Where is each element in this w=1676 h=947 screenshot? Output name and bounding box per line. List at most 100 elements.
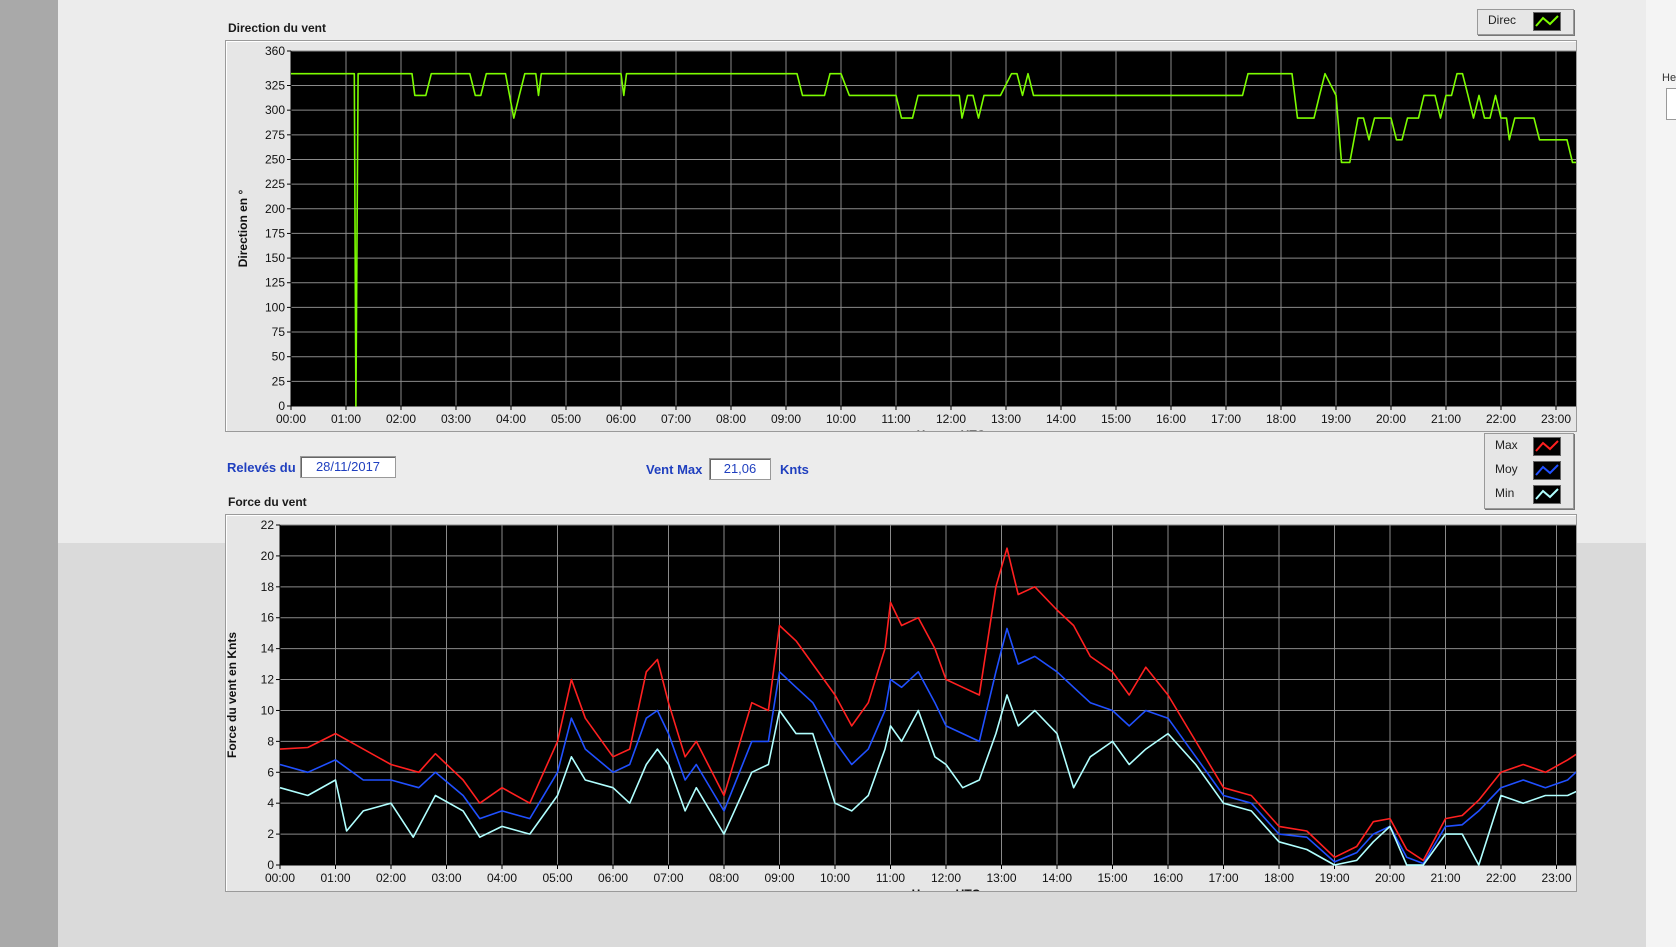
right-edge-panel (1646, 0, 1676, 947)
right-fragment-box (1666, 88, 1676, 120)
force-legend: Max Moy Min (1484, 433, 1574, 509)
legend-label-max: Max (1495, 438, 1518, 452)
legend-label-direc: Direc (1488, 13, 1517, 27)
force-chart: 0 2 4 6 8 10 12 14 16 18 20 22 00:00 01:00 02:00 03:00 0… (225, 518, 1627, 901)
force-plot-area (280, 525, 1612, 865)
force-x-tick-label: 02:00 (376, 871, 406, 885)
direction-y-tick-label: 100 (265, 300, 285, 314)
force-y-tick-label: 4 (267, 796, 274, 810)
force-x-axis-title: Heures UTC (912, 887, 981, 891)
direction-x-tick-label: 12:00 (936, 412, 966, 426)
force-x-tick-label: 13:00 (986, 871, 1016, 885)
direction-y-tick-label: 175 (265, 226, 285, 240)
direction-y-tick-label: 200 (265, 202, 285, 216)
force-y-tick-label: 22 (261, 518, 275, 532)
force-x-tick-label: 14:00 (1042, 871, 1072, 885)
legend-swatch-direc (1533, 12, 1561, 31)
direction-x-tick-label: 04:00 (496, 412, 526, 426)
direction-x-tick-label: 00:00 (276, 412, 306, 426)
direction-x-tick-label: 05:00 (551, 412, 581, 426)
legend-item-moy[interactable]: Moy (1485, 459, 1573, 481)
force-y-tick-label: 8 (267, 734, 274, 748)
vent-max-unit: Knts (780, 462, 809, 477)
force-y-tick-label: 18 (261, 580, 275, 594)
direction-chart: 0 25 50 75 100 125 150 175 200 225 250 275 300 325 360… (236, 44, 1626, 442)
direction-x-tick-label: 16:00 (1156, 412, 1186, 426)
legend-swatch-max (1533, 437, 1561, 456)
direction-x-tick-label: 20:00 (1376, 412, 1406, 426)
date-field[interactable]: 28/11/2017 (300, 456, 396, 478)
force-y-tick-label: 16 (261, 611, 275, 625)
direction-y-tick-label: 150 (265, 251, 285, 265)
date-label: Relevés du (227, 460, 296, 475)
direction-x-tick-label: 22:00 (1486, 412, 1516, 426)
direction-y-tick-label: 0 (278, 399, 285, 413)
force-x-tick-label: 06:00 (598, 871, 628, 885)
force-x-tick-label: 09:00 (764, 871, 794, 885)
direction-chart-title: Direction du vent (228, 21, 327, 35)
force-series-max (279, 547, 1613, 862)
right-fragment-label: He (1662, 72, 1676, 84)
direction-y-tick-label: 125 (265, 276, 285, 290)
legend-item-direc[interactable]: Direc (1478, 10, 1573, 32)
force-x-tick-label: 19:00 (1319, 871, 1349, 885)
direction-x-axis-title: Heures UTC (917, 428, 986, 431)
force-x-tick-label: 17:00 (1208, 871, 1238, 885)
force-x-tick-label: 04:00 (487, 871, 517, 885)
legend-label-moy: Moy (1495, 462, 1518, 476)
force-x-tick-label: 08:00 (709, 871, 739, 885)
direction-x-tick-label: 13:00 (991, 412, 1021, 426)
direction-x-tick-label: 09:00 (771, 412, 801, 426)
direction-x-tick-label: 10:00 (826, 412, 856, 426)
force-x-tick-label: 23:00 (1541, 871, 1571, 885)
direction-x-tick-label: 03:00 (441, 412, 471, 426)
force-x-tick-label: 11:00 (876, 871, 905, 885)
force-y-tick-label: 14 (261, 642, 275, 656)
force-x-tick-label: 20:00 (1375, 871, 1405, 885)
force-y-axis-title: Force du vent en Knts (226, 632, 239, 758)
force-y-tick-label: 0 (267, 858, 274, 872)
direction-y-tick-label: 360 (265, 44, 285, 58)
direction-series-direc (291, 72, 1612, 407)
direction-plot-area (291, 51, 1611, 406)
force-x-tick-label: 07:00 (653, 871, 683, 885)
direction-x-tick-label: 01:00 (331, 412, 361, 426)
legend-label-min: Min (1495, 486, 1515, 500)
legend-swatch-moy (1533, 461, 1561, 480)
force-y-tick-label: 12 (261, 673, 275, 687)
legend-swatch-min (1533, 485, 1561, 504)
force-x-tick-label: 03:00 (431, 871, 461, 885)
direction-x-tick-label: 17:00 (1211, 412, 1241, 426)
force-x-tick-label: 10:00 (820, 871, 850, 885)
force-series-moy (279, 627, 1613, 865)
direction-y-tick-label: 250 (265, 152, 285, 166)
force-x-tick-label: 12:00 (931, 871, 961, 885)
direction-x-tick-label: 15:00 (1101, 412, 1131, 426)
force-chart-title: Force du vent (228, 495, 307, 509)
direction-x-tick-label: 07:00 (661, 412, 691, 426)
direction-x-tick-label: 23:00 (1541, 412, 1571, 426)
legend-item-min[interactable]: Min (1485, 483, 1573, 505)
force-x-tick-label: 00:00 (265, 871, 295, 885)
legend-item-max[interactable]: Max (1485, 435, 1573, 457)
direction-x-tick-label: 14:00 (1046, 412, 1076, 426)
force-chart-frame: 0 2 4 6 8 10 12 14 16 18 20 22 00:00 01:00 02:00 03:00 0… (225, 514, 1627, 901)
force-x-tick-label: 05:00 (542, 871, 572, 885)
force-x-tick-label: 21:00 (1430, 871, 1460, 885)
direction-x-tick-label: 11:00 (881, 412, 910, 426)
vent-max-field[interactable]: 21,06 (709, 458, 771, 480)
direction-chart-frame: 0 25 50 75 100 125 150 175 200 225 250 275 300 325 360… (225, 40, 1626, 442)
force-y-tick-label: 20 (261, 549, 275, 563)
direction-y-tick-label: 275 (265, 128, 285, 142)
force-series-min (279, 694, 1613, 866)
direction-y-tick-label: 325 (265, 79, 285, 93)
direction-x-tick-label: 21:00 (1431, 412, 1461, 426)
direction-x-tick-label: 02:00 (386, 412, 416, 426)
force-x-tick-label: 22:00 (1486, 871, 1516, 885)
direction-x-tick-label: 08:00 (716, 412, 746, 426)
direction-y-tick-label: 75 (272, 325, 286, 339)
force-x-tick-label: 01:00 (320, 871, 350, 885)
direction-y-tick-label: 50 (272, 350, 286, 364)
direction-x-tick-label: 19:00 (1321, 412, 1351, 426)
force-y-tick-label: 6 (267, 765, 274, 779)
